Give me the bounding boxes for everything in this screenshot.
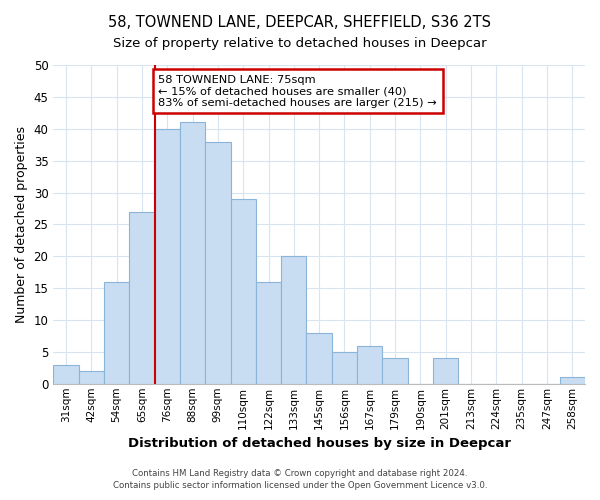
Bar: [79, 371, 104, 384]
Bar: [332, 352, 357, 384]
Bar: [180, 122, 205, 384]
Bar: [382, 358, 408, 384]
Bar: [560, 378, 585, 384]
Bar: [104, 282, 129, 384]
X-axis label: Distribution of detached houses by size in Deepcar: Distribution of detached houses by size …: [128, 437, 511, 450]
Bar: [256, 282, 281, 384]
Text: Contains HM Land Registry data © Crown copyright and database right 2024.
Contai: Contains HM Land Registry data © Crown c…: [113, 468, 487, 490]
Bar: [281, 256, 307, 384]
Text: Size of property relative to detached houses in Deepcar: Size of property relative to detached ho…: [113, 38, 487, 51]
Bar: [357, 346, 382, 384]
Bar: [230, 199, 256, 384]
Bar: [155, 129, 180, 384]
Bar: [433, 358, 458, 384]
Bar: [53, 364, 79, 384]
Text: 58 TOWNEND LANE: 75sqm
← 15% of detached houses are smaller (40)
83% of semi-det: 58 TOWNEND LANE: 75sqm ← 15% of detached…: [158, 74, 437, 108]
Text: 58, TOWNEND LANE, DEEPCAR, SHEFFIELD, S36 2TS: 58, TOWNEND LANE, DEEPCAR, SHEFFIELD, S3…: [109, 15, 491, 30]
Bar: [307, 333, 332, 384]
Bar: [129, 212, 155, 384]
Bar: [205, 142, 230, 384]
Y-axis label: Number of detached properties: Number of detached properties: [15, 126, 28, 323]
